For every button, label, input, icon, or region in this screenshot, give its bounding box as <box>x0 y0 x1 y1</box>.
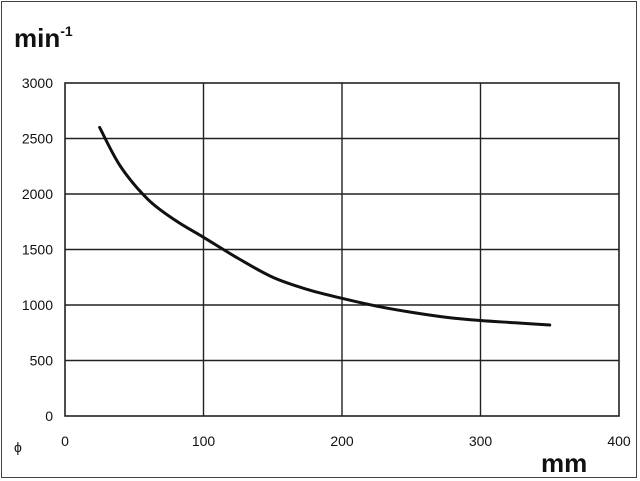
x-tick-label-400: 400 <box>607 433 631 449</box>
x-tick-label-100: 100 <box>192 433 216 449</box>
grid <box>64 82 620 417</box>
y-tick-label-2000: 2000 <box>22 186 53 202</box>
x-axis-label: mm <box>541 448 587 478</box>
y-tick-label-500: 500 <box>30 353 54 369</box>
x-tick-label-200: 200 <box>330 433 354 449</box>
x-tick-label-0: 0 <box>61 433 69 449</box>
y-tick-label-2500: 2500 <box>22 131 53 147</box>
y-axis-ticks: 0 500 1000 1500 2000 2500 3000 <box>22 75 53 424</box>
diameter-symbol: ϕ <box>14 439 22 455</box>
series-line-0 <box>98 125 552 327</box>
x-tick-label-300: 300 <box>469 433 493 449</box>
y-tick-label-0: 0 <box>45 408 53 424</box>
x-axis-ticks: 0 100 200 300 400 <box>61 433 631 449</box>
y-tick-label-1500: 1500 <box>22 242 53 258</box>
y-tick-label-1000: 1000 <box>22 297 53 313</box>
y-axis-label: min-1 <box>14 23 73 53</box>
y-tick-label-3000: 3000 <box>22 75 53 91</box>
data-layer <box>98 125 552 327</box>
